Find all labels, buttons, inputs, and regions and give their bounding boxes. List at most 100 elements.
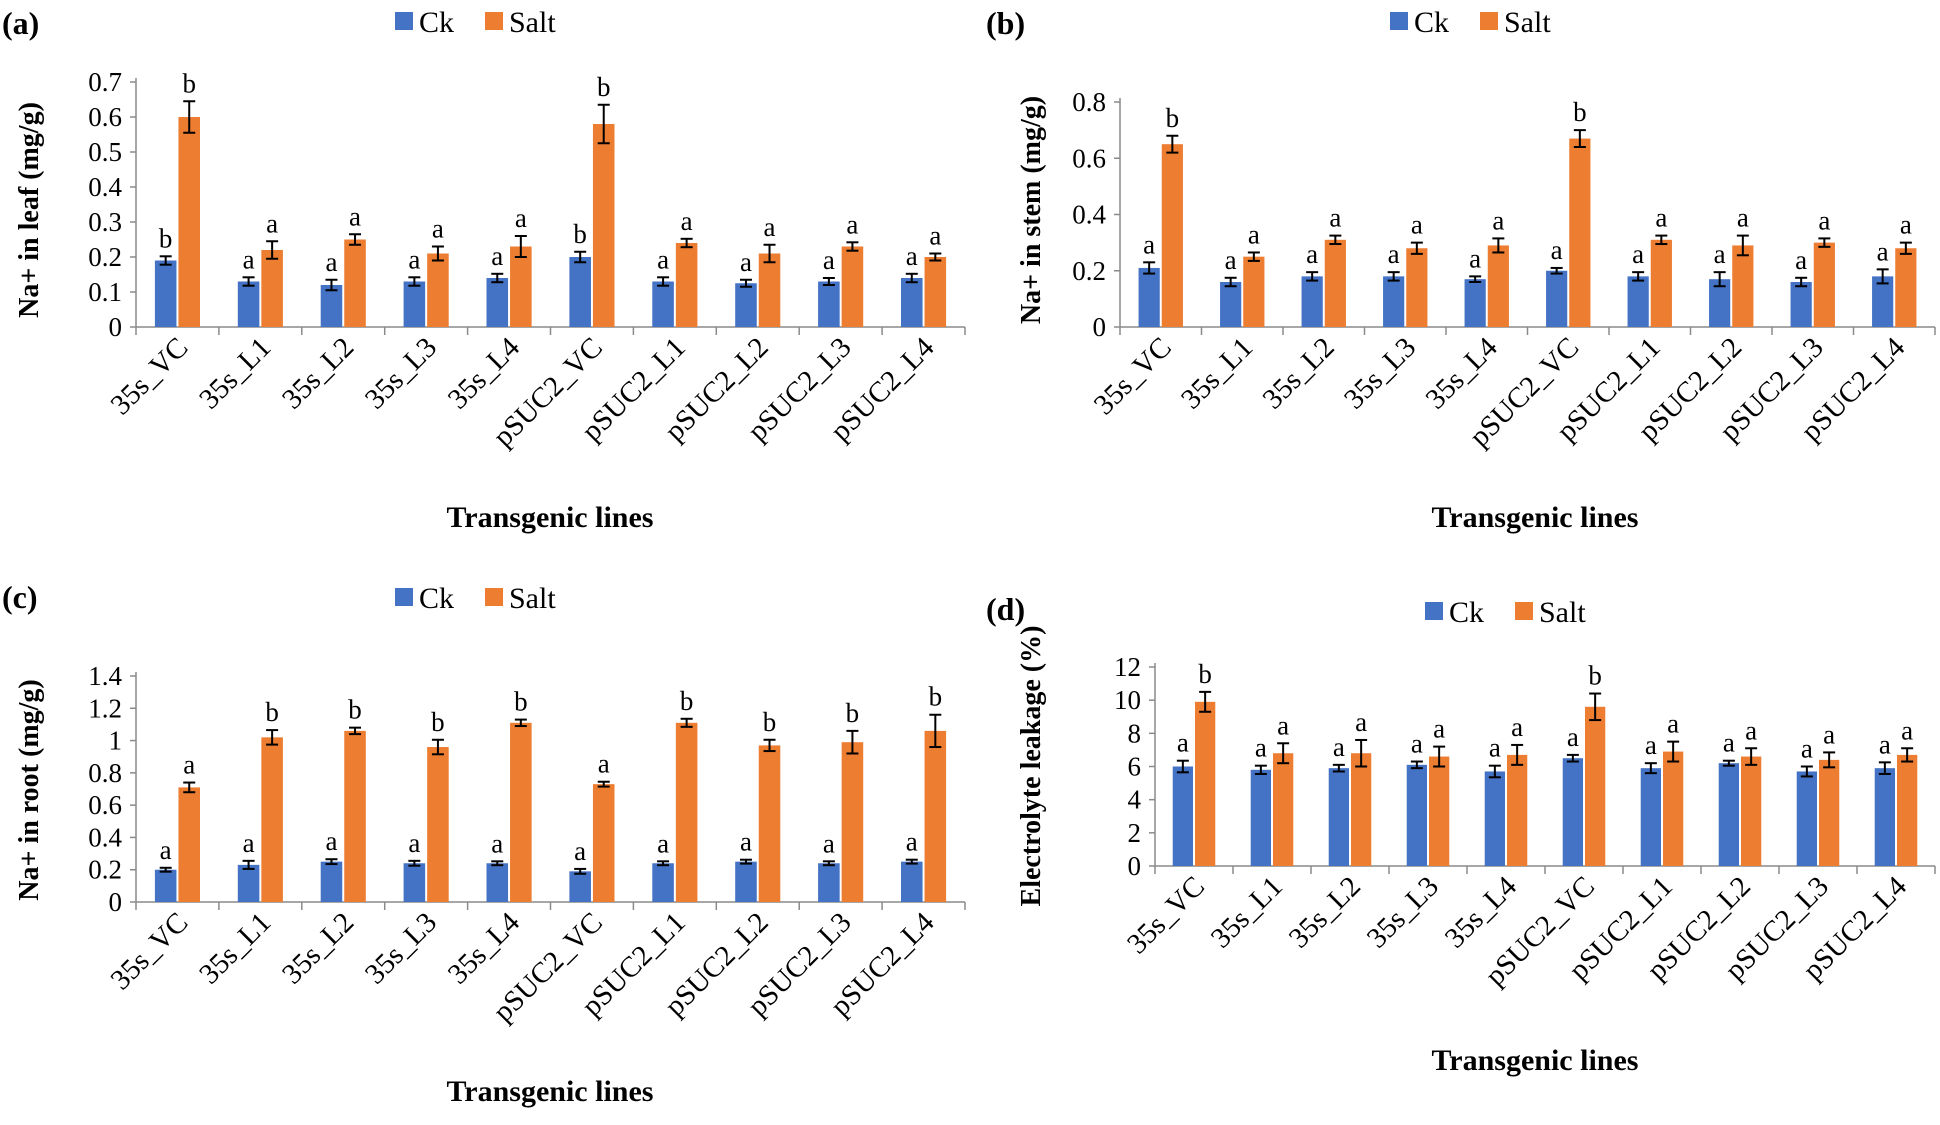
y-tick-label: 0.4 <box>88 172 122 202</box>
significance-label: a <box>160 835 172 865</box>
significance-label: a <box>1737 203 1749 233</box>
significance-label: a <box>740 827 752 857</box>
significance-label: a <box>1901 715 1913 745</box>
y-tick-label: 0.6 <box>88 102 122 132</box>
significance-label: b <box>431 707 445 737</box>
significance-label: a <box>1714 239 1726 269</box>
bar-salt-35s-l4 <box>1487 245 1509 327</box>
significance-label: b <box>514 687 528 717</box>
y-tick-label: 0.5 <box>88 137 122 167</box>
x-tick-label: 35s_L1 <box>1175 331 1259 415</box>
y-tick-label: 1.4 <box>88 661 122 691</box>
bar-salt-psuc2-l2 <box>758 253 781 327</box>
significance-label: a <box>1411 210 1423 240</box>
bar-salt-psuc2-l1 <box>1650 239 1672 327</box>
x-tick-label: 35s_L3 <box>1361 870 1445 954</box>
bar-ck-psuc2-vc <box>569 257 591 327</box>
x-tick-label: 35s_L3 <box>1338 331 1422 415</box>
legend-label-salt: Salt <box>1539 596 1586 629</box>
significance-label: a <box>491 828 503 858</box>
bar-salt-35s-l4 <box>510 246 532 327</box>
bar-ck-psuc2-l1 <box>1627 276 1649 327</box>
x-tick-label: 35s_VC <box>1121 870 1211 960</box>
legend-label-salt: Salt <box>509 582 556 615</box>
y-tick-label: 0.4 <box>1072 200 1106 230</box>
y-tick-label: 2 <box>1128 818 1142 848</box>
legend-swatch-ck <box>395 12 413 30</box>
significance-label: a <box>1143 229 1155 259</box>
bar-ck-psuc2-l2 <box>1709 279 1731 327</box>
bar-ck-35s-l2 <box>320 285 343 327</box>
y-tick-label: 1 <box>109 726 123 756</box>
significance-label: a <box>681 206 693 236</box>
bar-ck-35s-vc <box>154 260 177 327</box>
significance-label: a <box>1801 734 1813 764</box>
y-tick-label: 0.7 <box>88 67 122 97</box>
significance-label: a <box>1255 733 1267 763</box>
panel-label: (d) <box>986 591 1025 627</box>
bar-salt-psuc2-vc <box>592 784 615 902</box>
y-axis-title: Electrolyte leakage (%) <box>1016 626 1047 907</box>
legend-label-ck: Ck <box>1449 596 1484 629</box>
significance-label: a <box>574 836 586 866</box>
significance-label: a <box>1900 210 1912 240</box>
significance-label: a <box>1877 236 1889 266</box>
x-tick-label: 35s_VC <box>105 906 195 996</box>
y-tick-label: 0.4 <box>88 822 122 852</box>
bar-salt-35s-l4 <box>510 722 532 902</box>
significance-label: b <box>1588 661 1602 691</box>
y-tick-label: 0.1 <box>88 277 122 307</box>
bar-ck-psuc2-vc <box>569 871 591 902</box>
panel-label: (a) <box>2 5 39 41</box>
bar-salt-psuc2-l4 <box>924 257 947 327</box>
bar-ck-35s-l1 <box>1250 769 1271 866</box>
bar-ck-35s-vc <box>1138 267 1160 327</box>
legend-swatch-ck <box>1425 602 1443 620</box>
significance-label: a <box>1277 710 1289 740</box>
y-tick-label: 0.8 <box>88 758 122 788</box>
bar-ck-psuc2-l3 <box>818 281 840 327</box>
bar-salt-35s-vc <box>178 117 201 327</box>
bar-salt-35s-l3 <box>1406 248 1428 327</box>
chart-panel-a: (a) Ck Salt 0 0.1 0.2 0.3 0.4 0.5 0.6 0.7 Na+ in le… <box>2 5 966 534</box>
significance-label: a <box>1655 203 1667 233</box>
bar-salt-psuc2-l3 <box>841 742 864 902</box>
y-axis-title: Na+ in stem (mg/g) <box>1016 96 1047 324</box>
legend-swatch-salt <box>1480 12 1498 30</box>
significance-label: a <box>1177 728 1189 758</box>
significance-label: a <box>408 244 420 274</box>
bar-ck-psuc2-l2 <box>735 861 757 902</box>
significance-label: a <box>1723 728 1735 758</box>
legend-swatch-salt <box>485 12 503 30</box>
significance-label: a <box>1667 709 1679 739</box>
legend-label-ck: Ck <box>419 582 454 615</box>
significance-label: b <box>846 698 860 728</box>
significance-label: b <box>1166 103 1180 133</box>
bar-ck-psuc2-l1 <box>652 281 674 327</box>
bar-salt-35s-l3 <box>427 747 449 902</box>
chart-panel-b: (b) Ck Salt 0 0.2 0.4 0.6 0.8 Na+ in stem (mg/g)… <box>986 5 1936 534</box>
bar-salt-psuc2-l3 <box>1813 242 1835 327</box>
legend-swatch-ck <box>395 588 413 606</box>
bar-salt-psuc2-l3 <box>1819 759 1840 866</box>
bar-ck-psuc2-l1 <box>652 863 674 902</box>
x-tick-label: 35s_VC <box>105 331 195 421</box>
bar-salt-35s-l3 <box>427 253 449 327</box>
x-axis-title: Transgenic lines <box>1432 501 1639 534</box>
significance-label: b <box>265 697 279 727</box>
bar-salt-35s-l1 <box>1243 256 1265 327</box>
bar-salt-35s-l1 <box>261 250 283 327</box>
significance-label: a <box>325 247 337 277</box>
bar-ck-psuc2-l3 <box>1790 282 1812 327</box>
bar-salt-35s-l2 <box>1324 239 1346 327</box>
x-tick-label: 35s_L1 <box>193 906 277 990</box>
significance-label: b <box>159 223 173 253</box>
significance-label: b <box>573 219 587 249</box>
x-axis-title: Transgenic lines <box>447 1075 654 1108</box>
significance-label: a <box>349 201 361 231</box>
y-axis-title: Na+ in root (mg/g) <box>14 679 45 901</box>
bar-ck-psuc2-vc <box>1562 758 1583 866</box>
x-tick-label: 35s_VC <box>1088 331 1178 421</box>
significance-label: a <box>846 209 858 239</box>
